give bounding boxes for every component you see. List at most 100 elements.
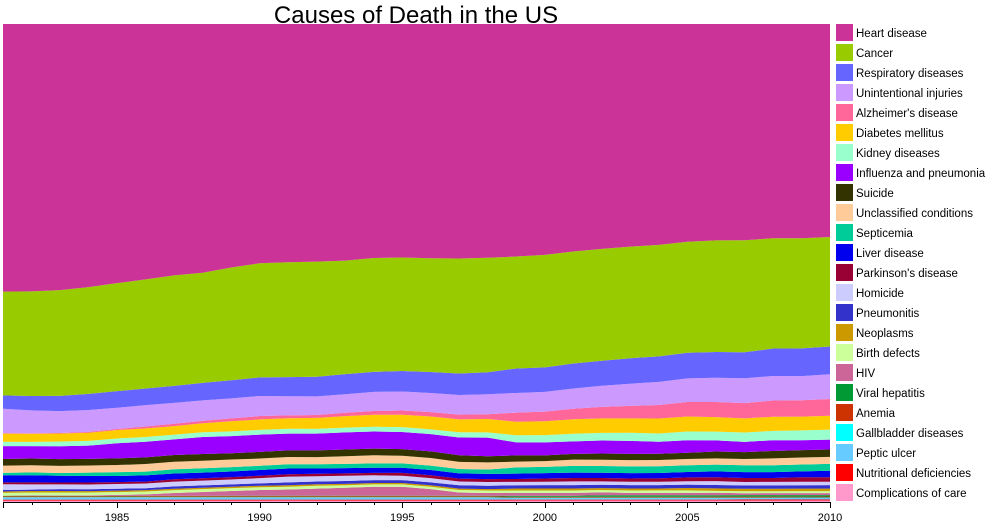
- legend-label: Suicide: [856, 188, 894, 200]
- legend-item-suicide: Suicide: [836, 184, 894, 201]
- legend-label: Kidney diseases: [856, 148, 940, 160]
- area-series-group: [3, 24, 830, 502]
- legend-label: Unclassified conditions: [856, 208, 973, 220]
- area-birth-defects: [3, 484, 830, 496]
- area-influenza-and-pneumonia: [3, 431, 830, 460]
- legend-label: Anemia: [856, 408, 896, 420]
- legend-item-respiratory-diseases: Respiratory diseases: [836, 64, 964, 81]
- legend-label: Birth defects: [856, 348, 920, 360]
- area-pneumonitis: [3, 480, 830, 492]
- legend-swatch: [836, 324, 853, 341]
- area-nutritional-deficiencies: [3, 499, 830, 501]
- area-heart-disease: [3, 24, 830, 292]
- legend-item-hiv: HIV: [836, 364, 876, 381]
- legend-swatch: [836, 364, 853, 381]
- legend-item-alzheimer-s-disease: Alzheimer's disease: [836, 104, 958, 121]
- x-axis: 1985 1990 1995 2000 2005 2010: [3, 502, 842, 523]
- legend-item-parkinson-s-disease: Parkinson's disease: [836, 264, 958, 281]
- legend-item-homicide: Homicide: [836, 284, 904, 301]
- x-tick-label: 1995: [390, 512, 414, 523]
- legend-label: Viral hepatitis: [856, 388, 925, 400]
- legend-item-birth-defects: Birth defects: [836, 344, 920, 361]
- legend-swatch: [836, 444, 853, 461]
- area-homicide: [3, 475, 830, 491]
- legend-swatch: [836, 284, 853, 301]
- legend-item-liver-disease: Liver disease: [836, 244, 924, 261]
- legend-item-pneumonitis: Pneumonitis: [836, 304, 920, 321]
- area-liver-disease: [3, 467, 830, 483]
- legend-item-influenza-and-pneumonia: Influenza and pneumonia: [836, 164, 986, 181]
- x-tick-label: 2010: [818, 512, 842, 523]
- legend-label: Nutritional deficiencies: [856, 468, 971, 480]
- legend-label: Homicide: [856, 288, 904, 300]
- area-diabetes-mellitus: [3, 414, 830, 442]
- area-unclassified-conditions: [3, 455, 830, 473]
- legend-item-unclassified-conditions: Unclassified conditions: [836, 204, 973, 221]
- x-tick-label: 2000: [533, 512, 557, 523]
- legend-swatch: [836, 84, 853, 101]
- legend-label: Liver disease: [856, 248, 924, 260]
- area-parkinson-s-disease: [3, 472, 830, 485]
- legend-swatch: [836, 224, 853, 241]
- area-anemia: [3, 496, 830, 498]
- legend-label: Gallbladder diseases: [856, 428, 964, 440]
- legend-label: Alzheimer's disease: [856, 108, 958, 120]
- legend-item-peptic-ulcer: Peptic ulcer: [836, 444, 916, 461]
- legend-swatch: [836, 244, 853, 261]
- legend-label: Complications of care: [856, 488, 967, 500]
- legend-item-neoplasms: Neoplasms: [836, 324, 914, 341]
- legend-swatch: [836, 484, 853, 501]
- area-respiratory-diseases: [3, 346, 830, 412]
- legend-swatch: [836, 264, 853, 281]
- legend-item-septicemia: Septicemia: [836, 224, 913, 241]
- legend-swatch: [836, 464, 853, 481]
- legend-label: Diabetes mellitus: [856, 128, 944, 140]
- area-alzheimer-s-disease: [3, 398, 830, 434]
- legend-label: Septicemia: [856, 228, 913, 240]
- area-kidney-diseases: [3, 426, 830, 447]
- legend-label: Cancer: [856, 48, 893, 60]
- legend-swatch: [836, 424, 853, 441]
- legend-label: HIV: [856, 368, 876, 380]
- area-neoplasms: [3, 482, 830, 493]
- area-suicide: [3, 448, 830, 466]
- legend-item-heart-disease: Heart disease: [836, 24, 927, 41]
- x-tick-label: 1985: [105, 512, 129, 523]
- legend-label: Pneumonitis: [856, 308, 920, 320]
- legend-item-cancer: Cancer: [836, 44, 893, 61]
- area-viral-hepatitis: [3, 495, 830, 497]
- legend-swatch: [836, 204, 853, 221]
- legend-item-diabetes-mellitus: Diabetes mellitus: [836, 124, 944, 141]
- legend-item-gallbladder-diseases: Gallbladder diseases: [836, 424, 964, 441]
- legend-swatch: [836, 64, 853, 81]
- area-gallbladder-diseases: [3, 497, 830, 499]
- legend-swatch: [836, 124, 853, 141]
- legend-swatch: [836, 24, 853, 41]
- legend-item-nutritional-deficiencies: Nutritional deficiencies: [836, 464, 971, 481]
- legend-swatch: [836, 44, 853, 61]
- area-unintentional-injuries: [3, 374, 830, 434]
- area-cancer: [3, 236, 830, 396]
- legend-label: Unintentional injuries: [856, 88, 963, 100]
- legend-label: Influenza and pneumonia: [856, 168, 986, 180]
- legend-swatch: [836, 164, 853, 181]
- legend-item-complications-of-care: Complications of care: [836, 484, 967, 501]
- legend-swatch: [836, 144, 853, 161]
- x-tick-label: 2005: [675, 512, 699, 523]
- legend-swatch: [836, 184, 853, 201]
- legend-swatch: [836, 104, 853, 121]
- legend-label: Parkinson's disease: [856, 268, 958, 280]
- legend-item-anemia: Anemia: [836, 404, 896, 421]
- legend-label: Peptic ulcer: [856, 448, 916, 460]
- legend-label: Heart disease: [856, 28, 927, 40]
- x-tick-label: 1990: [247, 512, 271, 523]
- legend-swatch: [836, 344, 853, 361]
- legend-swatch: [836, 304, 853, 321]
- area-complications-of-care: [3, 500, 830, 502]
- legend-label: Respiratory diseases: [856, 68, 964, 80]
- area-peptic-ulcer: [3, 497, 830, 500]
- legend-swatch: [836, 404, 853, 421]
- area-hiv: [3, 486, 830, 496]
- legend-swatch: [836, 384, 853, 401]
